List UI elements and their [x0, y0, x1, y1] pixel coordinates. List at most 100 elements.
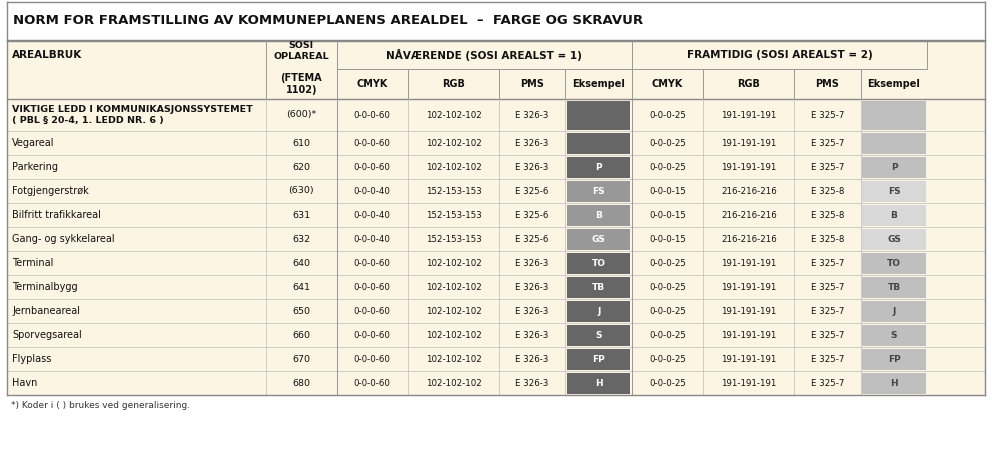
Text: Sporvegsareal: Sporvegsareal — [12, 330, 81, 340]
Text: NORM FOR FRAMSTILLING AV KOMMUNEPLANENS AREALDEL  –  FARGE OG SKRAVUR: NORM FOR FRAMSTILLING AV KOMMUNEPLANENS … — [13, 15, 643, 27]
Text: B: B — [595, 211, 602, 219]
Bar — [567, 229, 631, 250]
Text: E 326-3: E 326-3 — [516, 283, 549, 291]
Text: 102-102-102: 102-102-102 — [426, 138, 481, 147]
Text: 0-0-0-40: 0-0-0-40 — [354, 234, 391, 244]
Text: Bilfritt trafikkareal: Bilfritt trafikkareal — [12, 210, 101, 220]
Bar — [7, 371, 985, 395]
Text: 0-0-0-25: 0-0-0-25 — [649, 138, 686, 147]
Text: *) Koder i ( ) brukes ved generalisering.: *) Koder i ( ) brukes ved generalisering… — [11, 402, 190, 410]
Text: S: S — [595, 331, 602, 339]
Text: 102-102-102: 102-102-102 — [426, 283, 481, 291]
Text: 0-0-0-40: 0-0-0-40 — [354, 186, 391, 196]
Text: E 325-6: E 325-6 — [516, 211, 549, 219]
Text: Jernbaneareal: Jernbaneareal — [12, 306, 80, 316]
Text: H: H — [595, 378, 602, 387]
Text: Gang- og sykkelareal: Gang- og sykkelareal — [12, 234, 115, 244]
Text: Fotgjengerstrøk: Fotgjengerstrøk — [12, 186, 88, 196]
Text: J: J — [597, 306, 600, 316]
Text: 650: 650 — [293, 306, 310, 316]
Text: 152-153-153: 152-153-153 — [426, 211, 481, 219]
Text: 631: 631 — [293, 211, 310, 219]
Text: 0-0-0-25: 0-0-0-25 — [649, 110, 686, 120]
Bar — [862, 100, 926, 130]
Text: 102-102-102: 102-102-102 — [426, 378, 481, 387]
Text: 0-0-0-25: 0-0-0-25 — [649, 258, 686, 267]
Bar — [7, 323, 985, 347]
Text: E 325-8: E 325-8 — [810, 234, 844, 244]
Text: 216-216-216: 216-216-216 — [721, 186, 777, 196]
Text: 102-102-102: 102-102-102 — [426, 306, 481, 316]
Text: S: S — [891, 331, 898, 339]
Text: E 325-8: E 325-8 — [810, 186, 844, 196]
Text: 152-153-153: 152-153-153 — [426, 186, 481, 196]
Text: 0-0-0-60: 0-0-0-60 — [354, 110, 391, 120]
Text: 640: 640 — [293, 258, 310, 267]
Bar — [567, 349, 631, 370]
Text: E 325-7: E 325-7 — [810, 258, 844, 267]
Text: 102-102-102: 102-102-102 — [426, 110, 481, 120]
Text: FP: FP — [592, 354, 605, 364]
Bar — [862, 372, 926, 393]
Text: E 325-7: E 325-7 — [810, 354, 844, 364]
Bar — [7, 99, 985, 131]
Bar — [567, 100, 631, 130]
Text: Eksempel: Eksempel — [572, 79, 625, 89]
Text: TO: TO — [591, 258, 606, 267]
Text: 102-102-102: 102-102-102 — [426, 354, 481, 364]
Text: RGB: RGB — [442, 79, 465, 89]
Text: PMS: PMS — [520, 79, 545, 89]
Bar — [7, 2, 985, 40]
Text: TB: TB — [888, 283, 901, 291]
Bar — [862, 300, 926, 322]
Text: E 325-7: E 325-7 — [810, 110, 844, 120]
Bar — [862, 349, 926, 370]
Bar — [862, 252, 926, 273]
Text: E 325-6: E 325-6 — [516, 186, 549, 196]
Text: 191-191-191: 191-191-191 — [721, 283, 777, 291]
Bar — [567, 205, 631, 225]
Bar — [7, 203, 985, 227]
Text: E 326-3: E 326-3 — [516, 110, 549, 120]
Text: 660: 660 — [293, 331, 310, 339]
Text: 0-0-0-60: 0-0-0-60 — [354, 283, 391, 291]
Text: CMYK: CMYK — [356, 79, 388, 89]
Text: P: P — [891, 163, 898, 171]
Text: E 325-7: E 325-7 — [810, 378, 844, 387]
Text: 670: 670 — [293, 354, 310, 364]
Text: 191-191-191: 191-191-191 — [721, 306, 777, 316]
Bar — [7, 41, 985, 99]
Text: H: H — [890, 378, 898, 387]
Text: 191-191-191: 191-191-191 — [721, 258, 777, 267]
Text: E 326-3: E 326-3 — [516, 306, 549, 316]
Bar — [567, 132, 631, 153]
Text: TB: TB — [592, 283, 605, 291]
Text: 0-0-0-25: 0-0-0-25 — [649, 306, 686, 316]
Text: 191-191-191: 191-191-191 — [721, 331, 777, 339]
Text: SOSI
OPLAREAL: SOSI OPLAREAL — [274, 41, 329, 61]
Text: B: B — [891, 211, 898, 219]
Text: 216-216-216: 216-216-216 — [721, 234, 777, 244]
Bar — [7, 131, 985, 155]
Text: P: P — [595, 163, 602, 171]
Text: Flyplass: Flyplass — [12, 354, 52, 364]
Text: 0-0-0-15: 0-0-0-15 — [649, 211, 686, 219]
Text: 191-191-191: 191-191-191 — [721, 354, 777, 364]
Bar — [567, 252, 631, 273]
Bar — [862, 132, 926, 153]
Text: 0-0-0-60: 0-0-0-60 — [354, 331, 391, 339]
Bar — [862, 325, 926, 345]
Text: 0-0-0-40: 0-0-0-40 — [354, 211, 391, 219]
Text: E 326-3: E 326-3 — [516, 163, 549, 171]
Bar — [7, 155, 985, 179]
Text: 0-0-0-25: 0-0-0-25 — [649, 331, 686, 339]
Text: TO: TO — [887, 258, 901, 267]
Text: 0-0-0-60: 0-0-0-60 — [354, 378, 391, 387]
Text: Terminalbygg: Terminalbygg — [12, 282, 77, 292]
Text: 102-102-102: 102-102-102 — [426, 258, 481, 267]
Text: E 325-7: E 325-7 — [810, 163, 844, 171]
Text: E 326-3: E 326-3 — [516, 331, 549, 339]
Bar — [567, 157, 631, 178]
Text: 620: 620 — [293, 163, 310, 171]
Bar — [567, 300, 631, 322]
